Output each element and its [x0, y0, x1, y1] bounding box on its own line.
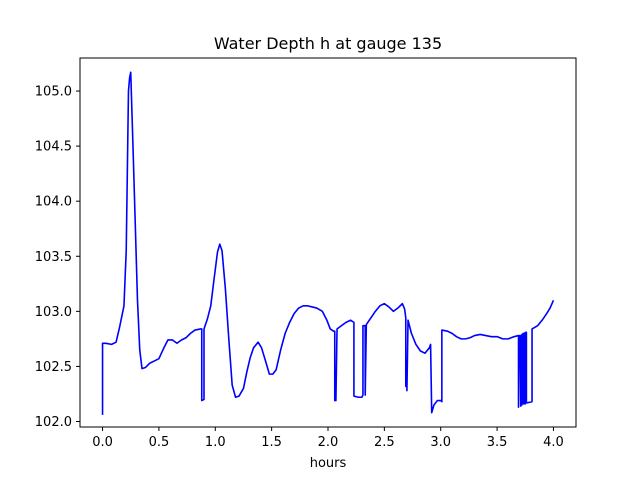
- x-tick-label: 4.0: [543, 435, 564, 450]
- x-tick-label: 1.0: [205, 435, 226, 450]
- x-tick-label: 1.5: [261, 435, 282, 450]
- water-depth-series-line: [101, 71, 555, 415]
- x-axis-label: hours: [310, 456, 347, 471]
- y-tick-label: 104.5: [35, 140, 72, 155]
- y-tick-label: 102.0: [35, 415, 72, 430]
- x-tick-label: 2.5: [374, 435, 395, 450]
- y-tick-label: 105.0: [35, 85, 72, 100]
- x-tick-label: 2.0: [318, 435, 339, 450]
- x-tick-label: 0.5: [149, 435, 170, 450]
- y-tick-label: 104.0: [35, 195, 72, 210]
- y-tick-label: 103.0: [35, 305, 72, 320]
- chart-title: Water Depth h at gauge 135: [214, 34, 442, 53]
- x-axis: 0.0 0.5 1.0 1.5 2.0 2.5 3.0 3.5 4.0: [92, 427, 564, 450]
- x-tick-label: 0.0: [92, 435, 113, 450]
- y-tick-label: 102.5: [35, 360, 72, 375]
- x-tick-label: 3.5: [487, 435, 508, 450]
- y-axis: 102.0 102.5 103.0 103.5 104.0 104.5 105.0: [35, 85, 80, 430]
- x-tick-label: 3.0: [430, 435, 451, 450]
- y-tick-label: 103.5: [35, 250, 72, 265]
